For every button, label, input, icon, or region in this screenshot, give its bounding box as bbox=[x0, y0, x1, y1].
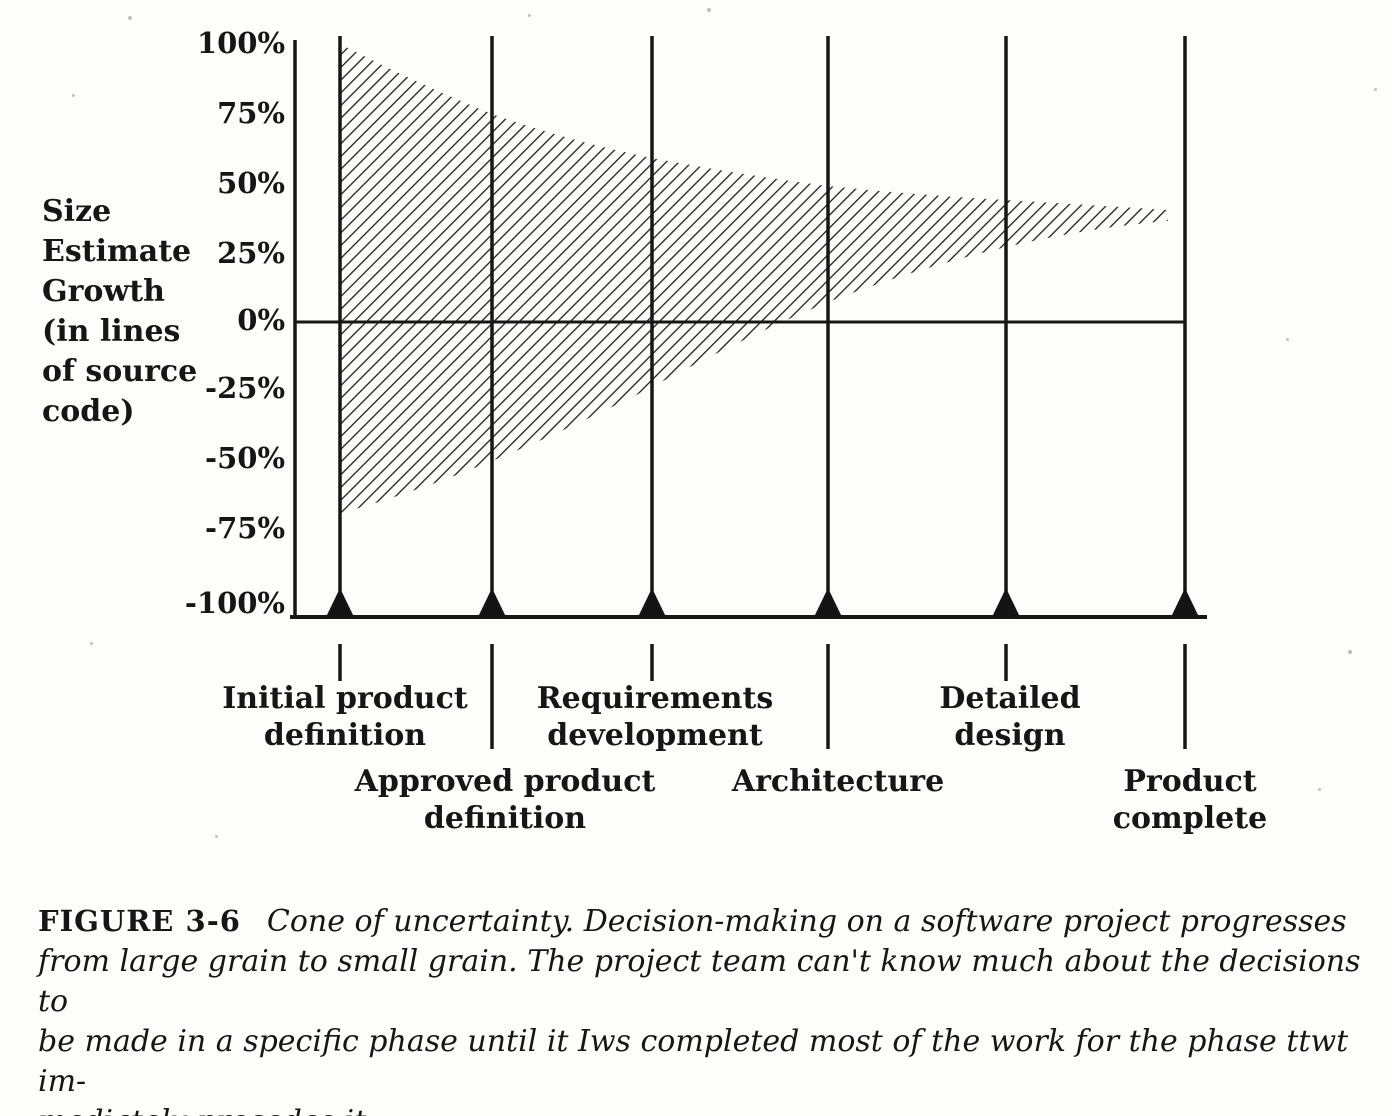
milestone-marker-triangle bbox=[1171, 588, 1199, 617]
figure-caption: FIGURE 3-6 Cone of uncertainty. Decision-… bbox=[38, 901, 1368, 1116]
milestone-label-initial-product: Initial product definition bbox=[175, 680, 515, 754]
y-axis-title-line: (in lines bbox=[42, 314, 181, 349]
milestone-label-line: Product bbox=[1123, 764, 1257, 799]
y-tick-label: -100% bbox=[184, 586, 285, 620]
caption-line: FIGURE 3-6 Cone of uncertainty. Decision-… bbox=[38, 901, 1368, 942]
y-tick-label: -50% bbox=[205, 441, 285, 475]
scan-speck bbox=[90, 642, 93, 645]
milestone-marker-triangle bbox=[992, 588, 1020, 617]
caption-text: Cone of uncertainty. Decision-making on … bbox=[266, 904, 1347, 939]
scan-speck bbox=[1348, 650, 1352, 654]
milestone-label-approved-product: Approved product definition bbox=[315, 763, 695, 837]
milestone-label-line: design bbox=[954, 718, 1066, 753]
milestone-marker-triangle bbox=[814, 588, 842, 617]
milestone-marker-triangle bbox=[326, 588, 354, 617]
cone-area bbox=[340, 44, 1168, 513]
figure-number-label: FIGURE 3-6 bbox=[38, 904, 241, 938]
y-axis-title-line: Estimate bbox=[42, 234, 192, 269]
milestone-label-line: definition bbox=[423, 801, 587, 836]
y-tick-label: 0% bbox=[237, 303, 285, 337]
y-tick-label: 100% bbox=[196, 26, 285, 60]
cone-of-uncertainty-chart bbox=[290, 36, 1207, 749]
y-tick-label: -75% bbox=[205, 511, 285, 545]
milestone-label-line: Initial product bbox=[222, 681, 468, 716]
scan-speck bbox=[707, 8, 711, 12]
scan-speck bbox=[1374, 88, 1377, 91]
milestone-marker-triangle bbox=[638, 588, 666, 617]
scan-speck bbox=[1318, 788, 1321, 791]
y-tick-label: -25% bbox=[205, 371, 285, 405]
milestone-label-product-complete: Product complete bbox=[1050, 763, 1330, 837]
milestone-label-line: Requirements bbox=[536, 681, 774, 716]
y-axis-title-line: of source bbox=[42, 354, 198, 389]
y-tick-label: 50% bbox=[217, 166, 285, 200]
y-tick-label: 75% bbox=[217, 96, 285, 130]
y-tick-label: 25% bbox=[217, 236, 285, 270]
y-axis-title-line: Growth bbox=[42, 274, 165, 309]
milestone-label-architecture: Architecture bbox=[688, 763, 988, 800]
milestone-label-line: Architecture bbox=[731, 764, 945, 799]
caption-line: be made in a specific phase until it Iws… bbox=[38, 1024, 1349, 1099]
milestone-label-line: development bbox=[547, 718, 763, 753]
scan-speck bbox=[72, 94, 75, 97]
scan-speck bbox=[215, 835, 218, 838]
scan-speck bbox=[128, 16, 132, 20]
milestone-label-requirements: Requirements development bbox=[485, 680, 825, 754]
milestone-label-line: Detailed bbox=[939, 681, 1081, 716]
milestone-label-detailed-design: Detailed design bbox=[860, 680, 1160, 754]
y-axis-title-line: Size bbox=[42, 194, 112, 229]
y-axis-title-line: code) bbox=[42, 394, 135, 429]
milestone-label-line: definition bbox=[263, 718, 427, 753]
caption-line: from large grain to small grain. The pro… bbox=[38, 944, 1361, 1019]
caption-line: mediately precedes it. bbox=[38, 1102, 1368, 1116]
milestone-label-line: Approved product bbox=[354, 764, 656, 799]
milestone-label-line: complete bbox=[1112, 801, 1268, 836]
milestone-marker-triangle bbox=[478, 588, 506, 617]
y-axis-title: Size Estimate Growth (in lines of source… bbox=[42, 192, 262, 432]
scan-speck bbox=[528, 14, 531, 17]
scan-speck bbox=[1286, 338, 1289, 341]
